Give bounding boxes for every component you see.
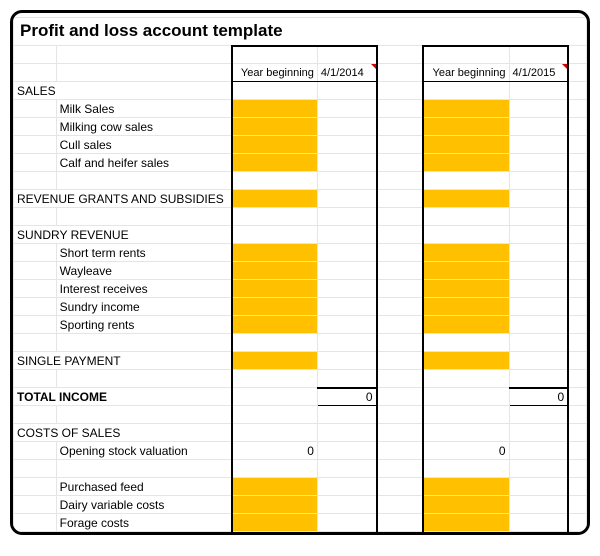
cell-input[interactable] — [232, 514, 318, 532]
col-header-yb-2: Year beginning — [423, 64, 509, 82]
cell-input[interactable] — [232, 478, 318, 496]
cell-input[interactable] — [232, 262, 318, 280]
cell-input[interactable] — [423, 298, 509, 316]
col-header-yb-1: Year beginning — [232, 64, 318, 82]
item-forage-costs: Forage costs — [56, 514, 232, 532]
total-income-2: 0 — [509, 388, 568, 406]
item-cull-sales: Cull sales — [56, 136, 232, 154]
section-costs-of-sales: COSTS OF SALES — [14, 424, 232, 442]
item-wayleave: Wayleave — [56, 262, 232, 280]
item-opening-stock: Opening stock valuation — [56, 442, 232, 460]
section-sundry: SUNDRY REVENUE — [14, 226, 232, 244]
cell-input[interactable] — [232, 190, 318, 208]
cell-input[interactable] — [423, 262, 509, 280]
total-income-1: 0 — [317, 388, 376, 406]
item-short-term-rents: Short term rents — [56, 244, 232, 262]
item-sundry-income: Sundry income — [56, 298, 232, 316]
cell-input[interactable] — [423, 478, 509, 496]
cell-input[interactable] — [423, 136, 509, 154]
cell-input[interactable] — [423, 316, 509, 334]
cell-input[interactable] — [232, 496, 318, 514]
opening-stock-1: 0 — [232, 442, 318, 460]
cell-input[interactable] — [232, 352, 318, 370]
cell-input[interactable] — [232, 280, 318, 298]
spreadsheet-frame: Profit and loss account template Year be… — [10, 10, 590, 535]
cell-input[interactable] — [423, 352, 509, 370]
item-calf-heifer: Calf and heifer sales — [56, 154, 232, 172]
cell-input[interactable] — [423, 154, 509, 172]
opening-stock-2: 0 — [423, 442, 509, 460]
cell-input[interactable] — [232, 100, 318, 118]
spreadsheet-grid: Profit and loss account template Year be… — [13, 17, 587, 532]
cell-input[interactable] — [232, 316, 318, 334]
cell-input[interactable] — [232, 154, 318, 172]
item-dairy-variable: Dairy variable costs — [56, 496, 232, 514]
cell-input[interactable] — [232, 244, 318, 262]
cell-input[interactable] — [423, 190, 509, 208]
cell-input[interactable] — [232, 118, 318, 136]
cell-input[interactable] — [232, 298, 318, 316]
cell-input[interactable] — [423, 280, 509, 298]
section-single-payment: SINGLE PAYMENT — [14, 352, 232, 370]
cell-input[interactable] — [232, 136, 318, 154]
section-revenue-grants: REVENUE GRANTS AND SUBSIDIES — [14, 190, 232, 208]
cell-input[interactable] — [423, 496, 509, 514]
cell-input[interactable] — [423, 100, 509, 118]
col-header-date-2: 4/1/2015 — [509, 64, 568, 82]
item-interest: Interest receives — [56, 280, 232, 298]
section-total-income: TOTAL INCOME — [14, 388, 232, 406]
cell-input[interactable] — [423, 244, 509, 262]
item-sporting-rents: Sporting rents — [56, 316, 232, 334]
cell-input[interactable] — [423, 514, 509, 532]
item-milk-sales: Milk Sales — [56, 100, 232, 118]
item-milking-cow: Milking cow sales — [56, 118, 232, 136]
section-sales: SALES — [14, 82, 232, 100]
item-purchased-feed: Purchased feed — [56, 478, 232, 496]
col-header-date-1: 4/1/2014 — [317, 64, 376, 82]
page-title: Profit and loss account template — [14, 18, 587, 46]
cell-input[interactable] — [423, 118, 509, 136]
